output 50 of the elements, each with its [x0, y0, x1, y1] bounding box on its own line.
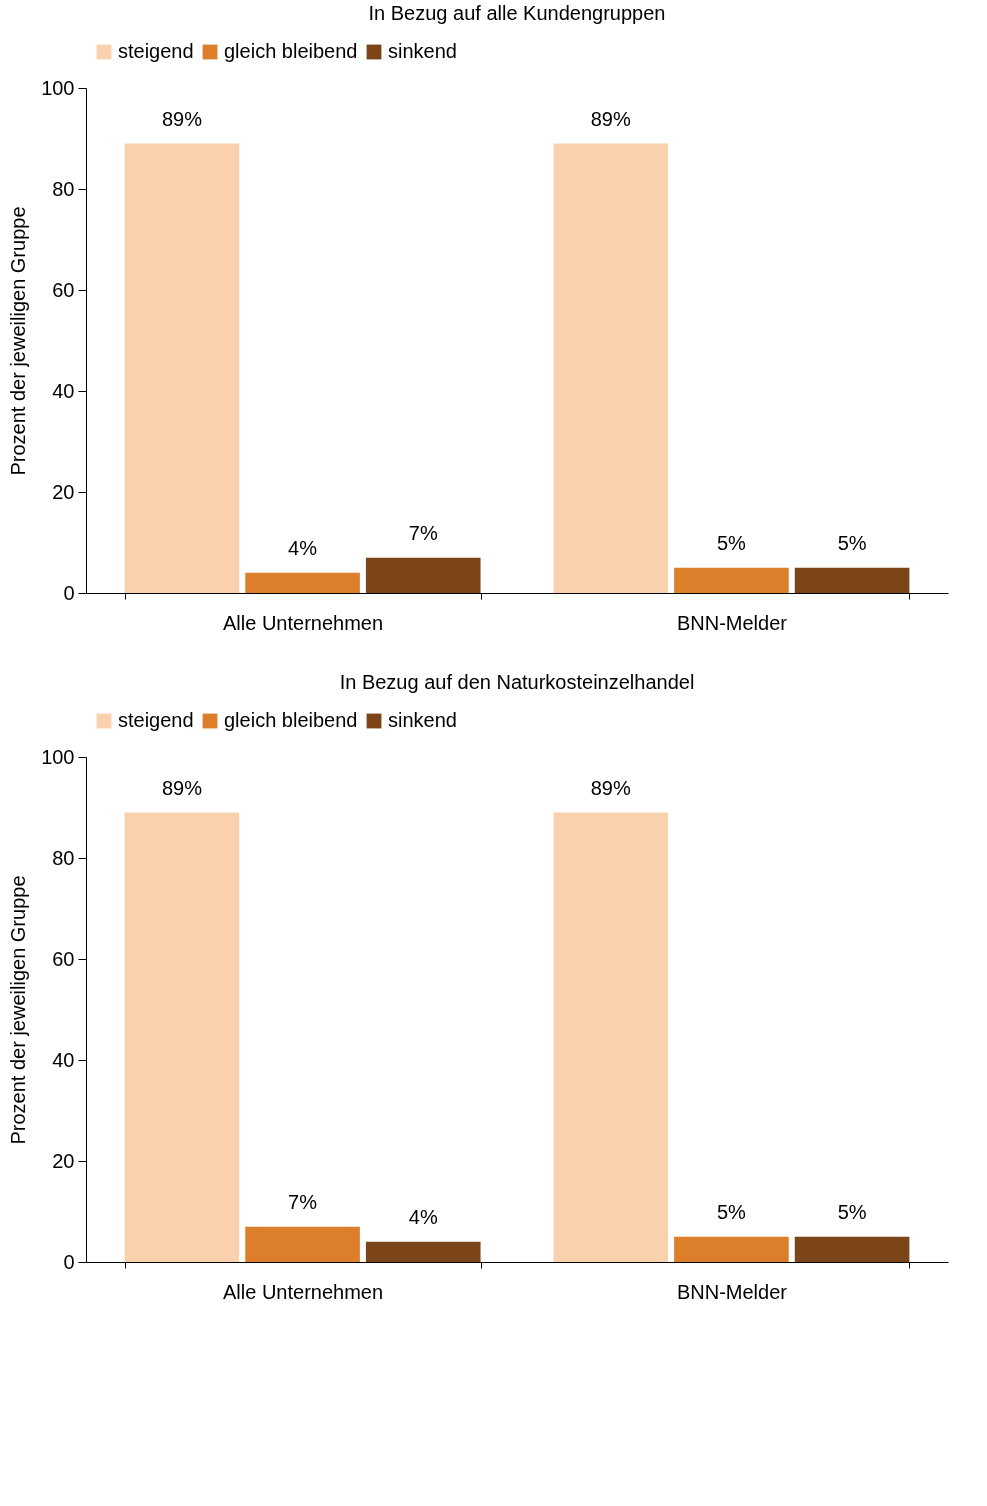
bar — [794, 1236, 910, 1262]
y-tick-label: 60 — [52, 278, 75, 301]
bar — [365, 557, 481, 593]
bar — [553, 812, 669, 1262]
bar — [245, 572, 360, 593]
data-label: 89% — [161, 107, 203, 130]
data-label: 4% — [288, 536, 318, 559]
x-tick-label: Alle Unternehmen — [223, 1280, 384, 1303]
y-tick-label: 100 — [41, 76, 75, 99]
bar — [553, 143, 669, 593]
y-tick-label: 0 — [63, 581, 75, 604]
y-tick-label: 40 — [52, 1048, 75, 1071]
data-label: 5% — [837, 531, 867, 554]
x-tick-label: BNN-Melder — [676, 1280, 788, 1303]
y-axis-title: Prozent der jeweiligen Gruppe — [7, 206, 30, 476]
data-label: 5% — [837, 1200, 867, 1223]
bar — [674, 567, 789, 593]
bar — [124, 812, 240, 1262]
data-label: 7% — [408, 521, 438, 544]
y-tick-label: 60 — [52, 947, 75, 970]
data-label: 7% — [288, 1190, 318, 1213]
y-axis-title: Prozent der jeweiligen Gruppe — [7, 875, 30, 1145]
bar — [794, 567, 910, 593]
y-tick-label: 80 — [52, 846, 75, 869]
legend-label: sinkend — [388, 40, 457, 62]
data-label: 89% — [590, 776, 631, 799]
bar — [124, 143, 240, 593]
chart-title: In Bezug auf den Naturkosteinzelhandel — [339, 671, 695, 693]
y-tick-label: 100 — [41, 745, 75, 768]
legend-label: sinkend — [388, 709, 457, 731]
chart-title: In Bezug auf alle Kundengruppen — [368, 2, 666, 24]
legend-label: steigend — [118, 709, 194, 731]
legend-label: gleich bleibend — [224, 40, 358, 62]
y-tick-label: 0 — [63, 1250, 75, 1273]
y-tick-label: 40 — [52, 379, 75, 402]
bar — [674, 1236, 789, 1262]
x-tick-label: BNN-Melder — [676, 611, 788, 634]
data-label: 89% — [590, 107, 631, 130]
bar — [245, 1226, 360, 1262]
data-label: 89% — [161, 776, 203, 799]
y-tick-label: 20 — [52, 480, 75, 503]
data-label: 4% — [408, 1205, 438, 1228]
legend-label: steigend — [118, 40, 194, 62]
x-tick-label: Alle Unternehmen — [223, 611, 384, 634]
data-label: 5% — [716, 1200, 747, 1223]
data-label: 5% — [716, 531, 747, 554]
bar — [365, 1241, 481, 1262]
legend-label: gleich bleibend — [224, 709, 358, 731]
y-tick-label: 80 — [52, 177, 75, 200]
y-tick-label: 20 — [52, 1149, 75, 1172]
